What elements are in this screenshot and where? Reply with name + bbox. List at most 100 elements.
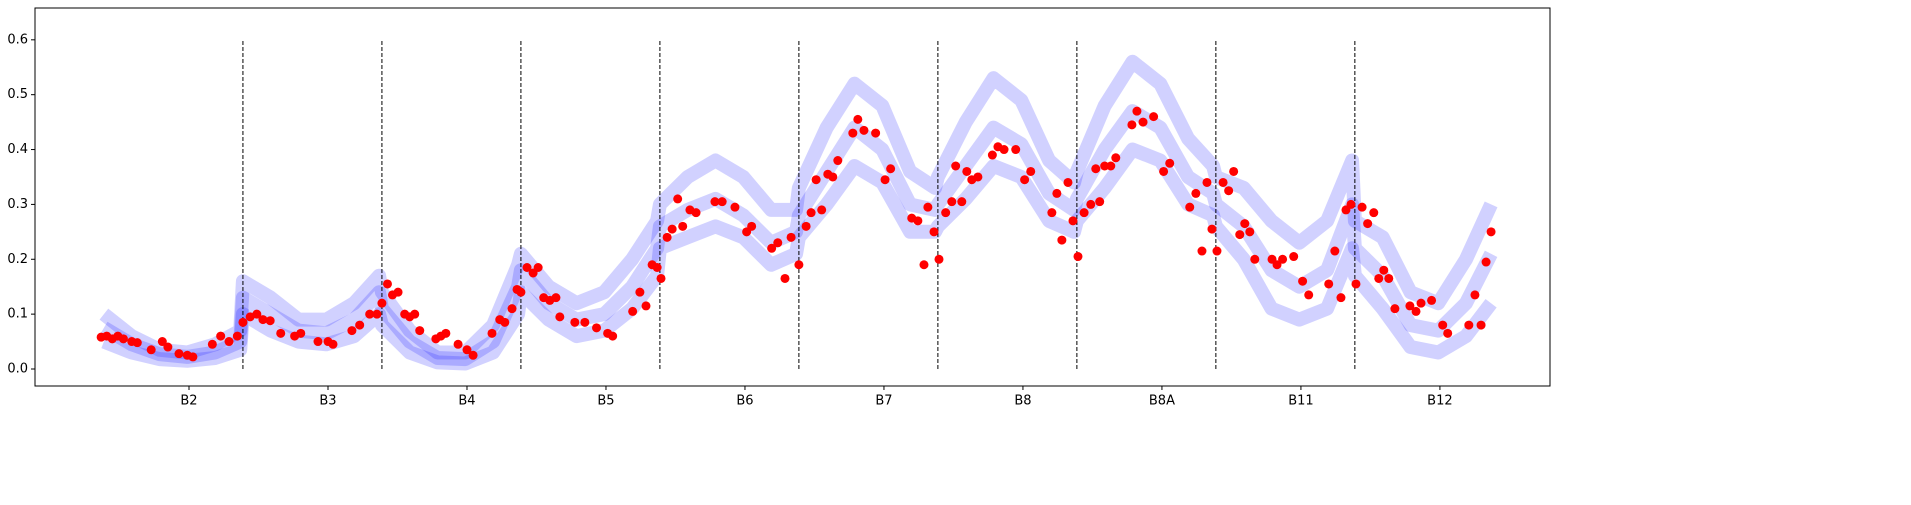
sample-point [1443, 328, 1453, 338]
y-tick-label: 0.2 [7, 252, 28, 267]
sample-point [296, 328, 306, 338]
sample-point [635, 287, 645, 297]
sample-point [1481, 257, 1491, 267]
sample-point [919, 260, 929, 270]
sample-point [1405, 301, 1415, 311]
sample-point [1159, 166, 1169, 176]
sample-point [500, 317, 510, 327]
sample-point [313, 337, 323, 347]
sample-point [1379, 265, 1389, 275]
sample-point [1229, 166, 1239, 176]
sample-point [232, 331, 242, 341]
sample-point [1052, 188, 1062, 198]
sample-point [252, 309, 262, 319]
sample-point [947, 197, 957, 207]
sample-point [817, 205, 827, 215]
sample-point [656, 273, 666, 283]
sample-point [730, 202, 740, 212]
sample-point [1245, 227, 1255, 237]
sample-point [1095, 197, 1105, 207]
sample-point [628, 306, 638, 316]
sample-point [929, 227, 939, 237]
sample-point [1047, 208, 1057, 218]
sample-point [1304, 290, 1314, 300]
sample-point [1298, 276, 1308, 286]
x-tick-label: B8A [1149, 394, 1175, 409]
sample-point [216, 331, 226, 341]
sample-point [265, 316, 275, 326]
sample-point [1149, 112, 1159, 122]
sample-point [1438, 320, 1448, 330]
x-tick-label: B2 [180, 394, 197, 409]
sample-point [163, 342, 173, 352]
sample-point [1363, 219, 1373, 229]
sample-point [880, 175, 890, 185]
sample-point [1111, 153, 1121, 163]
sample-point [962, 166, 972, 176]
sample-point [1486, 227, 1496, 237]
sample-point [1224, 186, 1234, 196]
sample-point [1068, 216, 1078, 226]
sample-point [662, 232, 672, 242]
sample-point [1207, 224, 1217, 234]
y-tick-label: 0.3 [7, 197, 28, 212]
sample-point [365, 309, 375, 319]
sample-point [780, 273, 790, 283]
sample-point [1026, 166, 1036, 176]
sample-point [1369, 208, 1379, 218]
sample-point [1272, 260, 1282, 270]
sample-point [1289, 252, 1299, 262]
x-tick-label: B8 [1014, 394, 1031, 409]
sample-point [1250, 254, 1260, 264]
sample-point [833, 156, 843, 166]
plot-frame [34, 7, 1551, 387]
sample-point [415, 326, 425, 336]
sample-point [132, 338, 142, 348]
sample-point [462, 345, 472, 355]
sample-point [1185, 202, 1195, 212]
sample-point [347, 326, 357, 336]
sample-point [667, 224, 677, 234]
sample-point [806, 208, 816, 218]
x-tick-label: B11 [1288, 394, 1313, 409]
sample-point [973, 172, 983, 182]
sample-point [678, 221, 688, 231]
sample-point [1240, 219, 1250, 229]
sample-point [608, 331, 618, 341]
sample-point [1330, 246, 1340, 256]
y-tick-label: 0.5 [7, 87, 28, 102]
x-tick-label: B12 [1427, 394, 1452, 409]
sample-point [328, 339, 338, 349]
y-tick-label: 0.6 [7, 32, 28, 47]
sample-point [1106, 161, 1116, 171]
sample-point [913, 216, 923, 226]
sample-point [673, 194, 683, 204]
sample-point [652, 262, 662, 272]
sample-point [1132, 106, 1142, 116]
y-tick-label: 0.1 [7, 307, 28, 322]
sample-point [1411, 306, 1421, 316]
sample-point [441, 328, 451, 338]
sample-point [1197, 246, 1207, 256]
sample-point [118, 334, 128, 344]
sample-point [1073, 252, 1083, 262]
sample-point [1351, 279, 1361, 289]
sample-point [570, 317, 580, 327]
y-tick-label: 0.4 [7, 142, 28, 157]
sample-point [747, 221, 757, 231]
sample-point [551, 293, 561, 303]
sample-point [1218, 177, 1228, 187]
sample-point [786, 232, 796, 242]
sample-point [188, 352, 198, 362]
sample-point [691, 208, 701, 218]
sample-point [1357, 202, 1367, 212]
sample-point [923, 202, 933, 212]
sample-point [987, 150, 997, 160]
y-tick-label: 0.0 [7, 361, 28, 376]
sample-point [453, 339, 463, 349]
x-tick-label: B7 [875, 394, 892, 409]
sample-point [207, 339, 217, 349]
sample-point [767, 243, 777, 253]
sample-point [886, 164, 896, 174]
